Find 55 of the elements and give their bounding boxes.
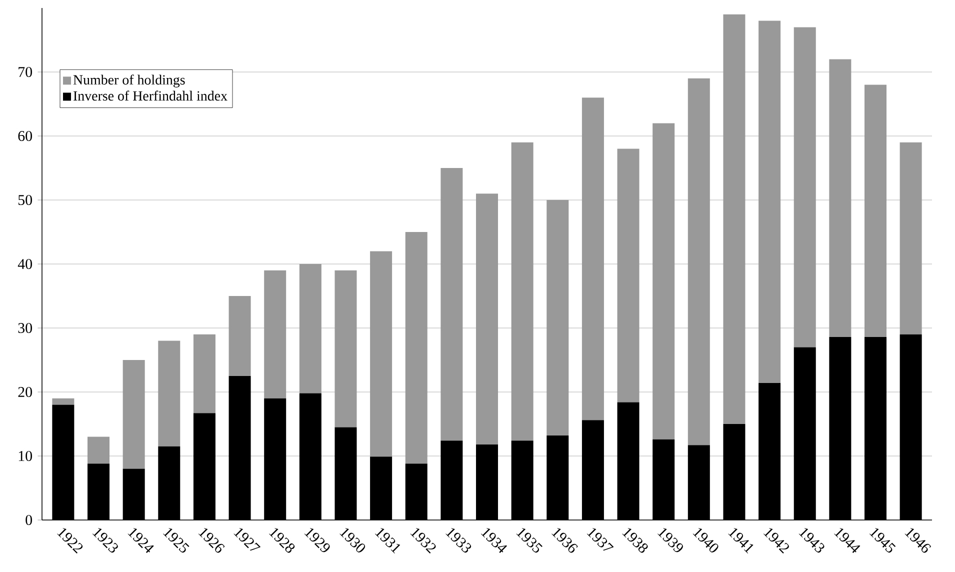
x-tick-label: 1939 — [658, 528, 683, 552]
y-tick-label: 30 — [18, 322, 32, 334]
bar — [758, 20, 781, 384]
x-tick-label: 1940 — [692, 528, 718, 552]
x-tick-label: 1927 — [234, 528, 261, 551]
x-tick-label: 1925 — [163, 528, 190, 553]
x-tick-label: 1937 — [586, 528, 614, 551]
x-tick-label: 1946 — [904, 528, 932, 553]
y-tick-label: 20 — [18, 386, 32, 398]
x-tick-label: 1936 — [552, 528, 578, 553]
bar — [264, 270, 286, 398]
bar — [334, 270, 357, 428]
bar — [370, 251, 392, 457]
y-tick-label: 60 — [18, 130, 32, 142]
bar — [864, 84, 886, 337]
x-tick-label: 1923 — [92, 528, 118, 553]
bar — [52, 398, 74, 405]
y-tick-label: 70 — [18, 66, 32, 78]
x-tick-label: 1928 — [268, 528, 295, 553]
bar — [476, 194, 498, 444]
y-tick-label: 50 — [18, 194, 32, 206]
bar — [546, 200, 569, 436]
bar — [723, 14, 746, 424]
legend-label: Inverse of Herfindahl index — [73, 90, 228, 101]
x-tick-label: 1943 — [798, 528, 824, 553]
bar — [158, 340, 180, 446]
x-tick-label: 1930 — [340, 528, 366, 552]
y-tick-label: 40 — [18, 258, 32, 270]
x-tick-label: 1929 — [304, 528, 330, 552]
bar — [829, 59, 852, 337]
y-tick-label: 10 — [18, 450, 32, 462]
bar — [582, 98, 604, 420]
x-tick-label: 1934 — [480, 528, 507, 553]
bar — [900, 142, 922, 334]
bar — [617, 148, 640, 402]
bar — [122, 360, 145, 469]
bar — [405, 232, 428, 464]
y-tick-label: 0 — [26, 514, 32, 526]
x-tick-label: 1926 — [198, 528, 225, 553]
x-tick-label: 1945 — [869, 528, 896, 553]
x-tick-label: 1933 — [446, 528, 472, 553]
bar — [88, 436, 110, 464]
legend-label: Number of holdings — [73, 74, 185, 88]
x-tick-label: 1924 — [128, 528, 154, 553]
bar — [193, 334, 216, 414]
bar — [652, 123, 675, 440]
bar — [794, 27, 816, 348]
bar — [299, 264, 322, 394]
bar — [688, 78, 710, 446]
x-tick-label: 1935 — [516, 528, 542, 553]
x-tick-label: 1944 — [834, 528, 860, 553]
bar — [440, 168, 463, 441]
bar — [511, 142, 534, 441]
x-tick-label: 1938 — [622, 528, 648, 553]
bar — [228, 296, 251, 376]
